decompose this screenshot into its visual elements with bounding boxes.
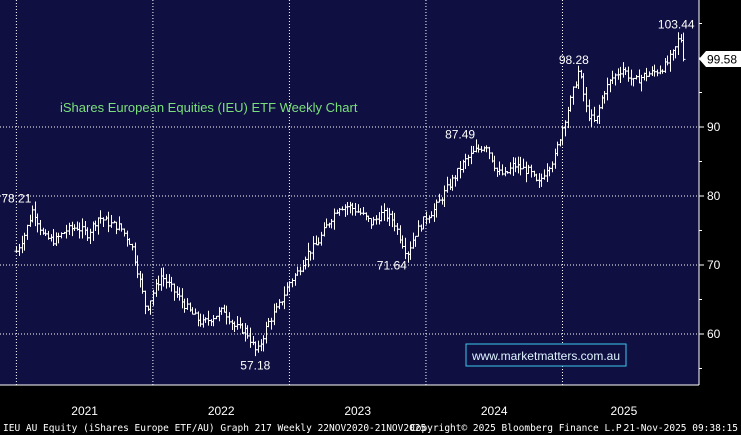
price-bar <box>681 32 686 62</box>
x-tick-label: 2022 <box>208 404 235 418</box>
annotation-label: 103.44 <box>658 17 695 31</box>
annotation-label: 71.64 <box>377 259 407 273</box>
price-bars <box>14 32 686 357</box>
last-price-marker: 99.58 <box>699 51 741 67</box>
y-tick-label: 90 <box>707 120 721 134</box>
x-axis: 2021 2022 2023 2024 2025 <box>0 384 699 418</box>
footer-right: 21-Nov-2025 09:38:15 <box>624 423 738 434</box>
x-tick-label: 2024 <box>481 404 508 418</box>
footer-bar <box>0 420 741 435</box>
chart-title: iShares European Equities (IEU) ETF Week… <box>60 100 358 115</box>
footer-left: IEU AU Equity (iShares Europe ETF/AU) Gr… <box>3 423 426 434</box>
x-tick-label: 2025 <box>611 404 638 418</box>
annotation-label: 78.21 <box>1 191 31 205</box>
annotation-label: 87.49 <box>445 127 475 141</box>
plot-area <box>0 0 699 385</box>
annotation-label: 57.18 <box>240 358 270 372</box>
annotations: 78.21 57.18 87.49 71.64 98.28 103.44 <box>1 17 695 372</box>
y-tick-label: 60 <box>707 327 721 341</box>
watermark: www.marketmatters.com.au <box>465 343 627 367</box>
x-tick-label: 2023 <box>344 404 371 418</box>
y-axis: 60 70 80 90 <box>698 0 721 385</box>
y-tick-label: 70 <box>707 258 721 272</box>
footer-middle: Copyright© 2025 Bloomberg Finance L.P. <box>410 423 627 434</box>
y-tick-label: 80 <box>707 189 721 203</box>
watermark-text: www.marketmatters.com.au <box>471 349 620 363</box>
annotation-label: 98.28 <box>559 53 589 67</box>
x-tick-label: 2021 <box>71 404 98 418</box>
grid-lines <box>0 0 699 385</box>
last-price-label: 99.58 <box>707 53 737 67</box>
